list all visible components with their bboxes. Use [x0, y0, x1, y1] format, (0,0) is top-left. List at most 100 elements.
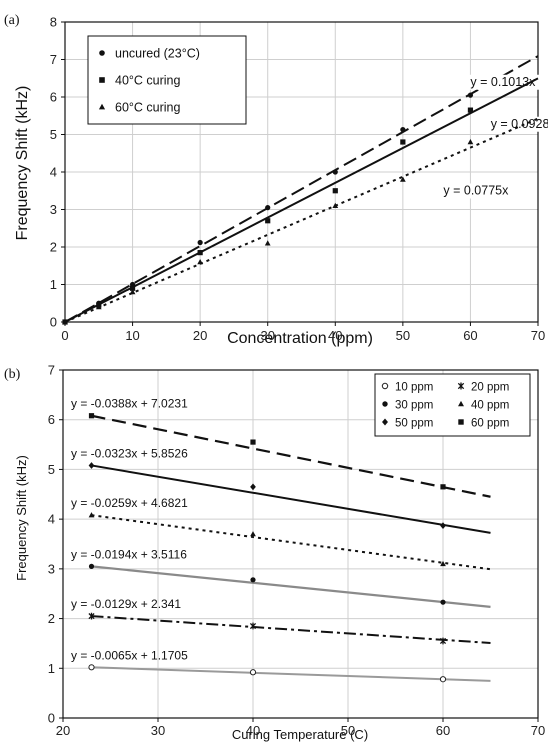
- panel-a-point: [129, 289, 136, 295]
- panel-a-x-tick-label: 50: [396, 328, 410, 343]
- panel-b-legend-label: 60 ppm: [471, 418, 509, 430]
- panel-b-y-tick-label: 0: [48, 711, 55, 726]
- panel-a-point: [332, 188, 338, 194]
- panel-b-point: [88, 563, 95, 569]
- panel-a-x-tick-label: 60: [463, 328, 477, 343]
- panel-b-point: [439, 637, 447, 645]
- panel-b-fit-line: [91, 666, 491, 682]
- panel-b-legend-marker: [458, 419, 464, 425]
- panel-a-y-tick-label: 7: [50, 52, 57, 67]
- panel-b-label: (b): [4, 367, 21, 382]
- panel-b-fit-line: [91, 414, 491, 498]
- panel-a-y-tick-label: 2: [50, 240, 57, 255]
- panel-b-legend-label: 20 ppm: [471, 382, 509, 394]
- panel-a-y-tick-label: 4: [50, 165, 57, 180]
- panel-a-point: [265, 205, 271, 211]
- panel-a-fit-line: [64, 55, 539, 323]
- panel-b-equation-label: y = -0.0259x + 4.6821: [71, 496, 188, 510]
- panel-a-legend-box: [87, 35, 247, 125]
- panel-b-y-tick-label: 1: [48, 661, 55, 676]
- panel-b-fit-line: [91, 565, 491, 608]
- panel-b-point: [88, 512, 95, 518]
- panel-a-point: [62, 319, 68, 325]
- panel-a-equation-label: y = 0.1013x: [470, 75, 536, 89]
- panel-a-y-tick-label: 0: [50, 315, 57, 330]
- panel-b-point: [439, 676, 447, 683]
- panel-b-legend-box: [374, 373, 531, 437]
- panel-a-x-tick-label: 40: [328, 328, 342, 343]
- panel-b-plot: 0 1 2 3 4 5 6 7 20 30 40 50 60 70 y = -0.0065x + 1.170…: [48, 363, 545, 739]
- panel-a-point: [197, 250, 203, 256]
- panel-b-x-tick-label: 60: [436, 723, 450, 738]
- panel-a-point: [332, 202, 339, 208]
- panel-b-legend-label: 50 ppm: [395, 418, 433, 430]
- panel-b-x-axis-label: Curing Temperature (C): [232, 727, 368, 742]
- panel-a-legend-label: uncured (23°C): [115, 47, 200, 61]
- panel-a-label: (a): [4, 13, 20, 28]
- panel-b-point: [88, 664, 95, 671]
- panel-a-legend-label: 40°C curing: [115, 74, 180, 88]
- panel-b-x-tick-label: 40: [246, 723, 260, 738]
- panel-a-x-tick-label: 0: [61, 328, 68, 343]
- panel-a-y-tick-label: 6: [50, 90, 57, 105]
- panel-a-point: [264, 240, 271, 246]
- panel-b-equation-label: y = -0.0323x + 5.8526: [71, 446, 188, 460]
- panel-a-equation-label: y = 0.0928x: [491, 117, 548, 131]
- panel-b-y-tick-label: 3: [48, 561, 55, 576]
- panel-a-y-tick-label: 5: [50, 127, 57, 142]
- panel-a-point: [197, 259, 204, 265]
- panel-a-point: [400, 139, 406, 145]
- panel-b-y-tick-label: 7: [48, 363, 55, 378]
- panel-a-point: [467, 139, 474, 145]
- panel-b-point: [250, 577, 256, 583]
- panel-b-y-axis-label: Frequency Shift (kHz): [14, 455, 29, 581]
- panel-b-legend-marker: [382, 401, 388, 407]
- panel-a-x-tick-label: 30: [260, 328, 274, 343]
- panel-b-point: [88, 612, 95, 620]
- panel-b-legend-marker: [381, 382, 389, 390]
- panel-a-point: [399, 176, 406, 182]
- panel-a-legend-label: 60°C curing: [115, 101, 180, 115]
- panel-b-point: [440, 522, 446, 529]
- panel-b-point: [250, 439, 256, 445]
- panel-a-y-axis-label: Frequency Shift (kHz): [14, 86, 31, 241]
- panel-b-x-tick-label: 70: [531, 723, 545, 738]
- panel-a-point: [129, 285, 136, 291]
- panel-a-fit-line: [64, 117, 539, 323]
- panel-a-y-tick-label: 3: [50, 202, 57, 217]
- panel-a-point: [265, 218, 271, 224]
- panel-b-equation-label: y = -0.0065x + 1.1705: [71, 648, 188, 662]
- panel-a-fit-line: [64, 77, 539, 323]
- panel-a-plot: 0 1 2 3 4 5 6 7 8 0 10 20 30 40 50 60 70 y = 0.1013x y = 0…: [50, 15, 548, 343]
- panel-b-y-tick-label: 6: [48, 412, 55, 427]
- panel-a-point: [332, 169, 338, 175]
- panel-a-equation-bg: [468, 74, 548, 90]
- panel-b-y-tick-label: 5: [48, 462, 55, 477]
- panel-b-x-tick-label: 30: [151, 723, 165, 738]
- panel-b-fit-line: [91, 615, 491, 645]
- panel-a-point: [400, 127, 406, 133]
- panel-b-point: [250, 531, 256, 537]
- panel-b-point: [88, 413, 95, 419]
- panel-b-point: [249, 669, 257, 676]
- panel-b-point: [249, 622, 257, 630]
- panel-a-legend-marker: [99, 77, 105, 83]
- panel-b-point: [88, 462, 95, 469]
- panel-a-y-tick-label: 1: [50, 277, 57, 292]
- panel-b-legend-label: 30 ppm: [395, 400, 433, 412]
- panel-a-legend-marker: [98, 103, 106, 110]
- panel-a-equation-bg: [441, 183, 524, 199]
- panel-b-point: [250, 483, 256, 491]
- panel-a-point: [467, 107, 474, 113]
- panel-b-x-tick-label: 20: [56, 723, 70, 738]
- panel-b-fit-line: [91, 464, 491, 534]
- panel-a-x-tick-label: 70: [531, 328, 545, 343]
- panel-a-equation-bg: [488, 116, 548, 132]
- panel-b-y-tick-label: 4: [48, 512, 55, 527]
- panel-b-legend-marker: [458, 400, 464, 407]
- panel-b-point: [440, 560, 446, 567]
- panel-b-legend-marker: [382, 418, 388, 426]
- panel-a-y-tick-label: 8: [50, 15, 57, 30]
- panel-b-legend-marker: [457, 382, 465, 390]
